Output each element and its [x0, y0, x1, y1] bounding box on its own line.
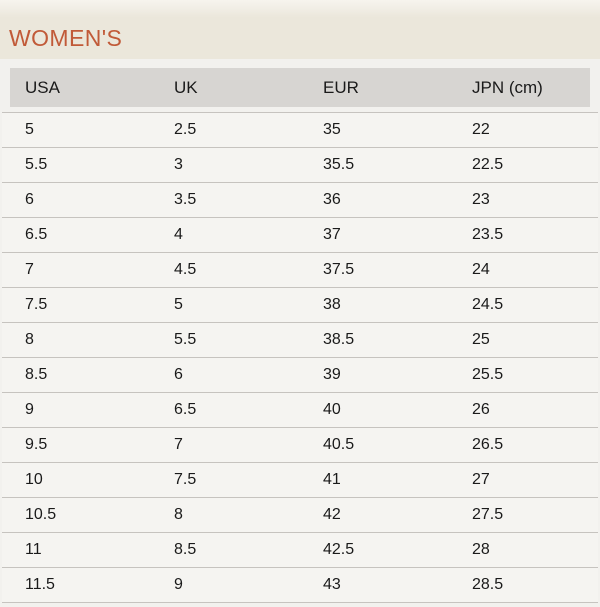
table-cell: 9.5 — [25, 436, 48, 453]
table-cell: 5 — [174, 296, 183, 313]
table-cell: 42.5 — [323, 541, 355, 558]
table-cell: 9 — [174, 576, 183, 593]
table-cell: 11.5 — [25, 576, 55, 593]
table-cell: 3.5 — [174, 191, 197, 208]
table-row: 5 2.5 35 22 — [2, 112, 598, 147]
table-row: 10.5 8 42 27.5 — [2, 497, 598, 532]
table-row: 8 5.5 38.5 25 — [2, 322, 598, 357]
table-cell: 25 — [472, 331, 490, 348]
table-header-row: USA UK EUR JPN (cm) — [10, 68, 590, 107]
table-cell: 42 — [323, 506, 341, 523]
table-cell: 8.5 — [174, 541, 197, 558]
table-cell: 4 — [174, 226, 183, 243]
table-cell: 7 — [25, 261, 34, 278]
table-cell: 40 — [323, 401, 341, 418]
table-cell: 8.5 — [25, 366, 48, 383]
table-cell: 27.5 — [472, 506, 504, 523]
table-cell: 28.5 — [472, 576, 504, 593]
table-cell: 22.5 — [472, 156, 504, 173]
table-cell: 6.5 — [25, 226, 48, 243]
table-cell: 5.5 — [174, 331, 197, 348]
table-cell: 37.5 — [323, 261, 355, 278]
table-cell: 43 — [323, 576, 341, 593]
table-cell: 7.5 — [25, 296, 48, 313]
table-cell: 6.5 — [174, 401, 197, 418]
table-cell: 23.5 — [472, 226, 504, 243]
table-cell: 24 — [472, 261, 490, 278]
column-header-jpn-cm: JPN (cm) — [472, 77, 543, 97]
table-cell: 10.5 — [25, 506, 57, 523]
table-cell: 8 — [174, 506, 183, 523]
table-cell: 3 — [174, 156, 183, 173]
table-cell: 10 — [25, 471, 43, 488]
table-header-grid: USA UK EUR JPN (cm) — [2, 68, 598, 107]
table-row: 9.5 7 40.5 26.5 — [2, 427, 598, 462]
table-row: 8.5 6 39 25.5 — [2, 357, 598, 392]
table-body: 5 2.5 35 22 5.5 3 35.5 22.5 6 3.5 36 23 6.5 4 37 23.5 7 4… — [2, 112, 598, 603]
table-cell: 37 — [323, 226, 341, 243]
column-header-uk: UK — [174, 77, 198, 97]
table-cell: 35.5 — [323, 156, 355, 173]
table-cell: 39 — [323, 366, 341, 383]
table-cell: 40.5 — [323, 436, 355, 453]
table-cell: 11 — [25, 541, 42, 558]
table-cell: 5 — [25, 121, 34, 138]
table-row: 7.5 5 38 24.5 — [2, 287, 598, 322]
title-band: WOMEN'S — [0, 0, 600, 59]
table-cell: 35 — [323, 121, 341, 138]
table-cell: 9 — [25, 401, 34, 418]
table-row: 5.5 3 35.5 22.5 — [2, 147, 598, 182]
table-cell: 5.5 — [25, 156, 48, 173]
page-title: WOMEN'S — [9, 25, 123, 51]
size-conversion-table: USA UK EUR JPN (cm) 5 2.5 35 22 5.5 3 35.5 22.5 6 3.… — [0, 68, 600, 603]
table-row: 10 7.5 41 27 — [2, 462, 598, 497]
table-cell: 7.5 — [174, 471, 197, 488]
table-cell: 38 — [323, 296, 341, 313]
table-row: 11 8.5 42.5 28 — [2, 532, 598, 567]
table-row: 7 4.5 37.5 24 — [2, 252, 598, 287]
table-cell: 38.5 — [323, 331, 355, 348]
table-cell: 4.5 — [174, 261, 197, 278]
table-cell: 25.5 — [472, 366, 504, 383]
table-row: 11.5 9 43 28.5 — [2, 567, 598, 602]
table-row: 6.5 4 37 23.5 — [2, 217, 598, 252]
table-row: 6 3.5 36 23 — [2, 182, 598, 217]
table-cell: 28 — [472, 541, 490, 558]
table-cell: 27 — [472, 471, 490, 488]
table-cell: 24.5 — [472, 296, 504, 313]
table-cell: 23 — [472, 191, 490, 208]
column-header-eur: EUR — [323, 77, 359, 97]
table-cell: 6 — [174, 366, 183, 383]
table-cell: 6 — [25, 191, 34, 208]
column-header-usa: USA — [25, 77, 60, 97]
table-cell: 22 — [472, 121, 490, 138]
table-cell: 7 — [174, 436, 183, 453]
table-cell: 8 — [25, 331, 34, 348]
table-cell: 2.5 — [174, 121, 197, 138]
table-cell: 36 — [323, 191, 341, 208]
table-row: 9 6.5 40 26 — [2, 392, 598, 427]
table-cell: 26.5 — [472, 436, 504, 453]
table-cell: 41 — [323, 471, 341, 488]
table-cell: 26 — [472, 401, 490, 418]
